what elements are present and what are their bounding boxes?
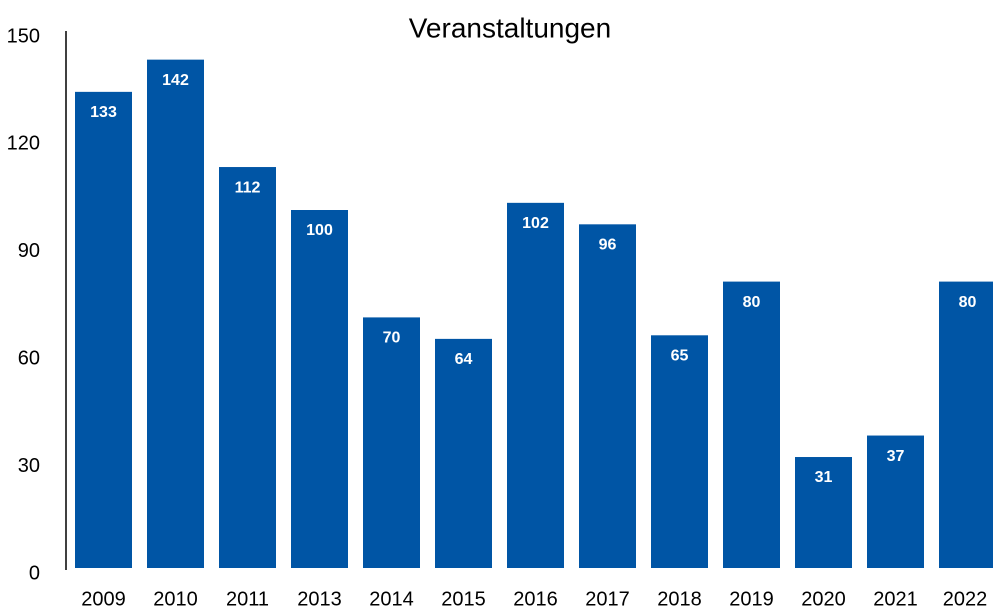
value-label: 31 bbox=[815, 469, 833, 486]
x-tick-label: 2016 bbox=[513, 588, 558, 610]
bar bbox=[75, 91, 132, 569]
bar bbox=[507, 202, 564, 568]
value-label: 80 bbox=[959, 294, 977, 311]
value-label: 102 bbox=[522, 215, 549, 232]
x-tick-label: 2010 bbox=[153, 588, 198, 610]
value-label: 65 bbox=[671, 348, 689, 365]
x-tick-label: 2022 bbox=[943, 588, 988, 610]
value-label: 142 bbox=[162, 72, 189, 89]
x-tick-label: 2013 bbox=[297, 588, 342, 610]
value-label: 112 bbox=[235, 179, 261, 196]
chart-title: Veranstaltungen bbox=[409, 12, 611, 43]
x-tick-label: 2015 bbox=[441, 588, 486, 610]
y-tick-label: 0 bbox=[29, 562, 40, 584]
bar bbox=[723, 281, 780, 568]
y-tick-label: 150 bbox=[7, 25, 40, 47]
bar bbox=[651, 335, 708, 568]
value-label: 70 bbox=[383, 330, 401, 347]
x-tick-label: 2019 bbox=[729, 588, 774, 610]
x-tick-label: 2017 bbox=[585, 588, 630, 610]
value-label: 96 bbox=[599, 237, 617, 254]
value-label: 100 bbox=[306, 222, 333, 239]
value-label: 37 bbox=[887, 448, 905, 465]
x-tick-label: 2009 bbox=[81, 588, 126, 610]
bar bbox=[291, 210, 348, 568]
x-tick-label: 2018 bbox=[657, 588, 702, 610]
bar bbox=[435, 338, 492, 568]
value-label: 80 bbox=[743, 294, 761, 311]
x-tick-label: 2011 bbox=[226, 588, 269, 610]
y-tick-label: 90 bbox=[18, 240, 40, 262]
x-tick-label: 2014 bbox=[369, 588, 414, 610]
bar bbox=[363, 317, 420, 568]
value-label: 133 bbox=[90, 104, 117, 121]
bar bbox=[147, 59, 204, 568]
y-tick-label: 30 bbox=[18, 455, 40, 477]
x-tick-label: 2020 bbox=[801, 588, 846, 610]
y-tick-label: 120 bbox=[7, 133, 40, 155]
x-tick-label: 2021 bbox=[873, 588, 918, 610]
y-tick-label: 60 bbox=[18, 347, 40, 369]
bar bbox=[939, 281, 993, 568]
bar bbox=[219, 167, 276, 569]
bar bbox=[795, 457, 852, 568]
value-label: 64 bbox=[455, 351, 473, 368]
bar bbox=[579, 224, 636, 568]
bar bbox=[867, 435, 924, 568]
